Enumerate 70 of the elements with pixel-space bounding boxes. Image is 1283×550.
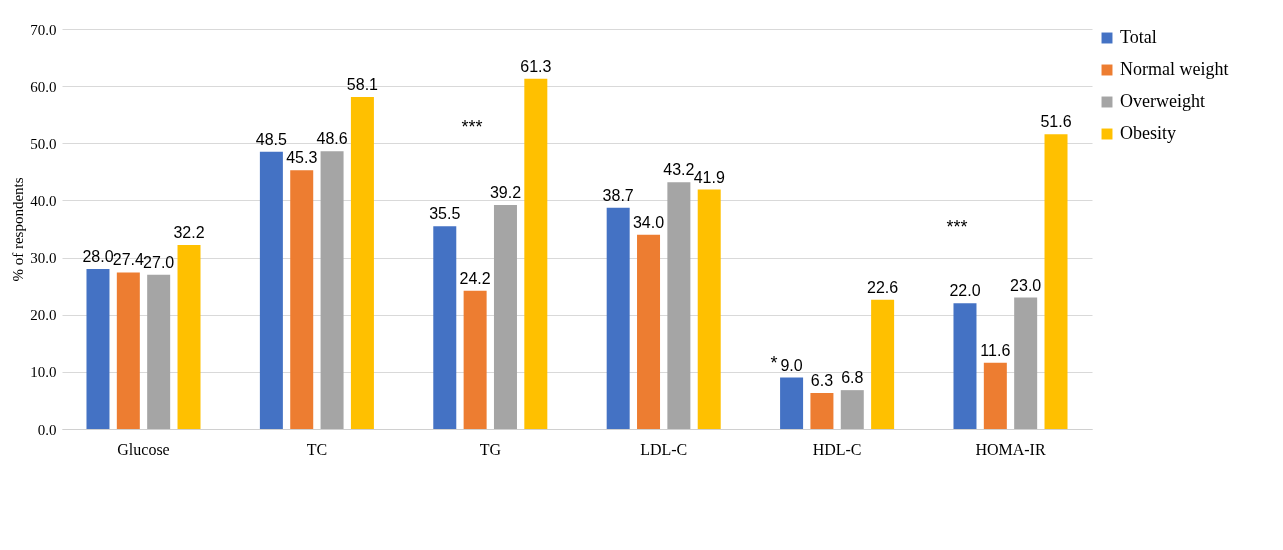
bar (840, 390, 864, 429)
data-label: 41.9 (693, 168, 725, 186)
bar (86, 269, 110, 429)
bar (177, 245, 201, 429)
bar (606, 207, 630, 429)
x-tick-label: TC (306, 440, 328, 458)
legend-label: Overweight (1120, 91, 1205, 111)
bar (953, 303, 977, 429)
bar (983, 362, 1007, 429)
bar (780, 377, 804, 429)
x-tick-label: HDL-C (812, 440, 862, 458)
y-tick-label: 50.0 (30, 135, 57, 152)
data-label: 45.3 (286, 149, 318, 167)
data-label: 22.6 (867, 278, 899, 296)
data-label: 24.2 (459, 269, 491, 287)
y-tick-label: 70.0 (30, 21, 57, 38)
annotation: *** (461, 117, 483, 137)
x-tick-label: Glucose (117, 440, 170, 458)
legend-label: Total (1120, 27, 1157, 47)
data-label: 43.2 (663, 161, 695, 179)
data-label: 27.0 (143, 253, 175, 271)
data-label: 58.1 (346, 76, 379, 93)
bar (1044, 134, 1068, 429)
bar (259, 151, 283, 429)
bar (667, 182, 691, 429)
y-tick-label: 10.0 (30, 364, 57, 381)
data-label: 38.7 (602, 186, 634, 204)
data-label: 11.6 (980, 341, 1011, 359)
y-tick-label: 0.0 (37, 421, 57, 438)
annotation: * (770, 353, 778, 373)
data-label: 39.2 (489, 184, 522, 201)
y-tick-label: 30.0 (30, 250, 57, 267)
y-axis-title: % of respondents (10, 177, 27, 282)
data-label: 22.0 (949, 282, 981, 300)
legend-label: Obesity (1120, 123, 1176, 143)
data-label: 28.0 (82, 248, 114, 265)
bar (147, 274, 171, 429)
x-tick-label: TG (479, 440, 502, 458)
y-tick-label: 60.0 (30, 78, 57, 95)
data-label: 51.6 (1040, 113, 1072, 131)
data-label: 48.5 (255, 130, 288, 148)
y-tick-label: 40.0 (30, 192, 57, 209)
data-label: 6.3 (810, 372, 834, 389)
data-label: 61.3 (520, 57, 552, 75)
bar (433, 226, 457, 429)
bar (350, 97, 374, 429)
bar (320, 151, 344, 429)
data-label: 23.0 (1010, 276, 1042, 294)
data-label: 32.2 (173, 224, 205, 241)
data-label: 9.0 (780, 356, 803, 374)
bar (463, 290, 487, 429)
data-label: 48.6 (316, 130, 348, 148)
bar (290, 170, 314, 429)
bar (697, 189, 721, 429)
data-label: 6.8 (841, 369, 864, 387)
x-tick-label: LDL-C (640, 440, 688, 458)
data-label: 35.5 (429, 205, 461, 223)
bar (116, 272, 140, 429)
annotation: *** (946, 217, 968, 237)
bar (871, 299, 895, 429)
data-label: 34.0 (632, 213, 665, 231)
bar (1014, 297, 1038, 429)
bar (810, 393, 834, 429)
bar (493, 205, 517, 429)
bar (637, 234, 661, 429)
bar (524, 78, 548, 429)
data-label: 27.4 (112, 251, 144, 269)
legend-label: Normal weight (1120, 59, 1229, 79)
x-tick-label: HOMA-IR (975, 440, 1046, 458)
y-tick-label: 20.0 (30, 307, 57, 324)
